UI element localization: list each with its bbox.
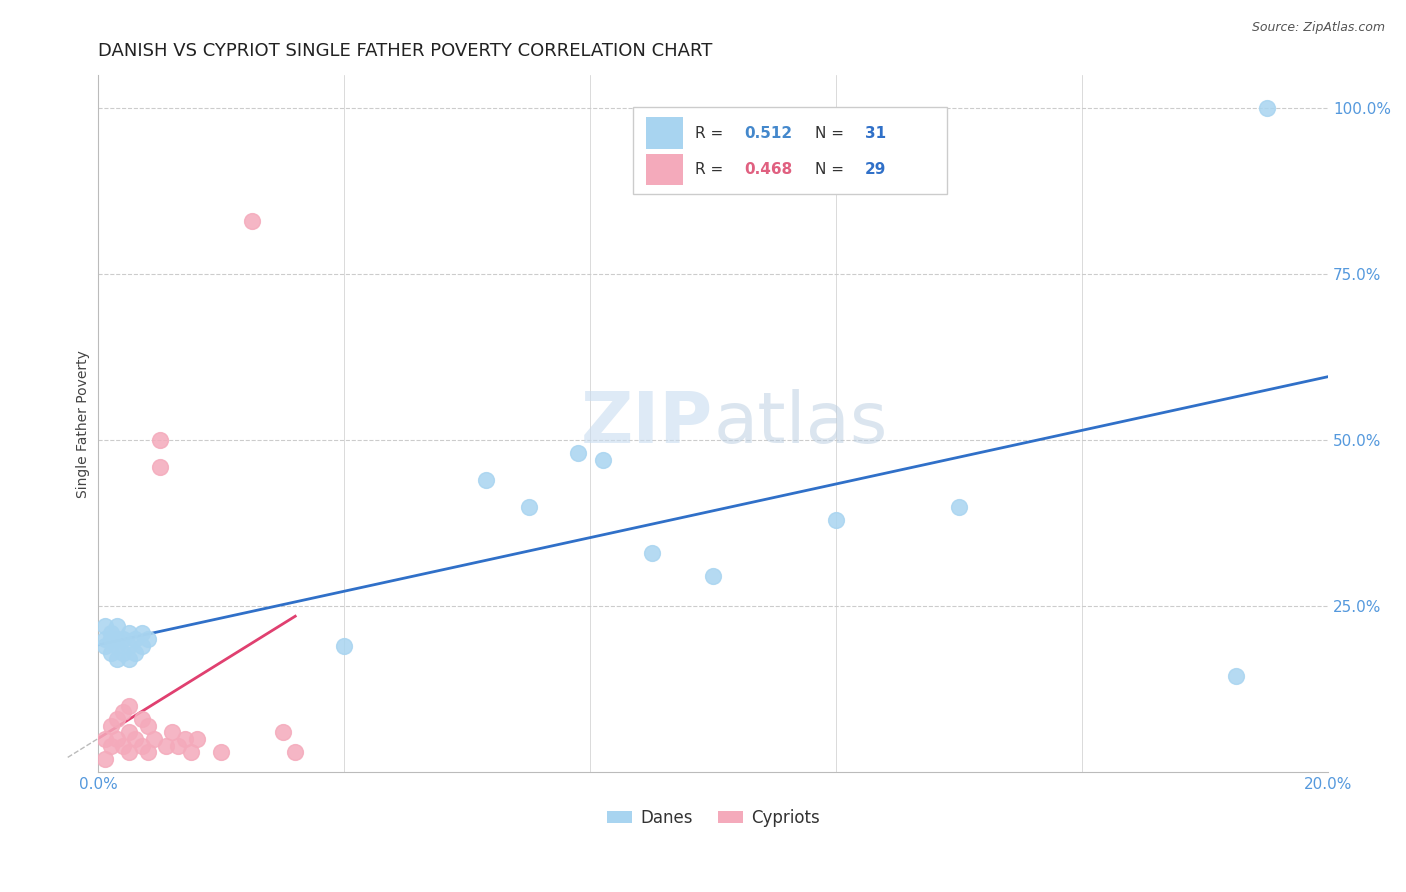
Point [105,712,128,726]
Point [112,739,135,753]
Point [93,619,115,633]
Point [149,459,172,474]
Text: N =: N = [815,161,849,177]
Point [155,739,177,753]
Point [136,745,159,759]
Point [131,625,153,640]
Point [567,446,589,460]
FancyBboxPatch shape [645,118,682,149]
Point [948,500,970,514]
Point [136,632,159,647]
Point [180,745,202,759]
Point [592,453,614,467]
Point [702,569,724,583]
Text: R =: R = [695,161,728,177]
Point [825,513,848,527]
Point [118,698,141,713]
Text: ZIP: ZIP [581,389,713,458]
Y-axis label: Single Father Poverty: Single Father Poverty [76,350,90,498]
Point [118,652,141,666]
Point [118,625,141,640]
Point [142,731,165,746]
Point [100,646,122,660]
Point [124,632,146,647]
Point [93,731,115,746]
Point [118,725,141,739]
Point [105,731,128,746]
Text: DANISH VS CYPRIOT SINGLE FATHER POVERTY CORRELATION CHART: DANISH VS CYPRIOT SINGLE FATHER POVERTY … [98,42,713,60]
Point [1256,102,1278,116]
Point [167,739,190,753]
Text: 0.468: 0.468 [744,161,793,177]
Point [131,639,153,653]
Point [517,500,540,514]
Point [124,646,146,660]
Point [1225,669,1247,683]
Point [641,546,664,560]
Point [124,731,146,746]
Point [211,745,233,759]
Point [93,752,115,766]
Point [131,712,153,726]
Point [149,434,172,448]
Point [173,731,195,746]
Text: N =: N = [815,126,849,141]
Point [131,739,153,753]
Point [118,745,141,759]
Text: 31: 31 [865,126,886,141]
Point [100,625,122,640]
Point [105,632,128,647]
Point [93,632,115,647]
Point [333,639,356,653]
Point [186,731,208,746]
Point [105,639,128,653]
Text: R =: R = [695,126,728,141]
Point [112,646,135,660]
FancyBboxPatch shape [633,106,948,194]
Text: Source: ZipAtlas.com: Source: ZipAtlas.com [1251,21,1385,34]
Point [93,639,115,653]
Point [118,639,141,653]
Point [271,725,294,739]
Point [105,619,128,633]
Point [284,745,307,759]
Point [475,473,498,487]
FancyBboxPatch shape [645,153,682,185]
Text: atlas: atlas [713,389,887,458]
Point [100,739,122,753]
Text: 0.512: 0.512 [744,126,792,141]
Point [112,632,135,647]
Point [162,725,184,739]
Point [100,718,122,732]
Point [136,718,159,732]
Point [240,214,263,228]
Point [105,652,128,666]
Point [100,632,122,647]
Legend: Danes, Cypriots: Danes, Cypriots [600,802,827,833]
Point [112,706,135,720]
Text: 29: 29 [865,161,886,177]
